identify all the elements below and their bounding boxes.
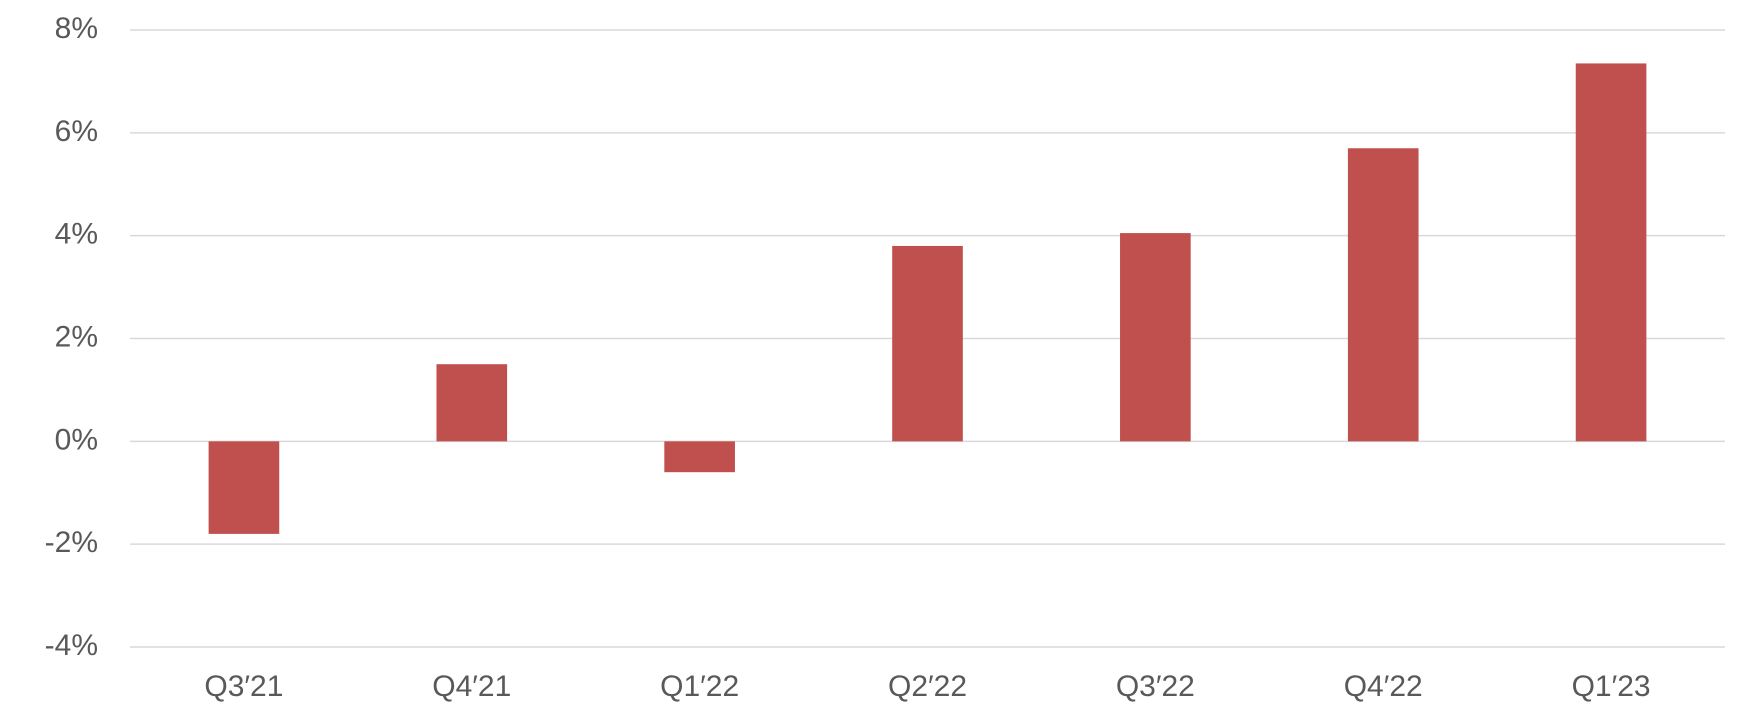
bar [1347,148,1419,442]
y-tick-label: 8% [55,12,98,45]
x-tick-label: Q3′21 [204,670,283,703]
bar [1575,63,1647,442]
x-tick-label: Q1′23 [1572,670,1651,703]
y-tick-label: 6% [55,115,98,148]
bar [208,441,280,534]
x-tick-label: Q4′22 [1344,670,1423,703]
x-tick-label: Q3′22 [1116,670,1195,703]
bar [1120,233,1191,442]
bar [664,441,735,473]
bar [892,245,963,442]
y-tick-label: -4% [45,629,98,662]
x-tick-label: Q2′22 [888,670,967,703]
y-tick-label: 2% [55,320,98,353]
x-tick-label: Q4′21 [432,670,511,703]
x-tick-label: Q1′22 [660,670,739,703]
bar [436,364,508,442]
y-tick-label: 0% [55,423,98,456]
y-tick-label: 4% [55,218,98,251]
y-tick-label: -2% [45,526,98,559]
